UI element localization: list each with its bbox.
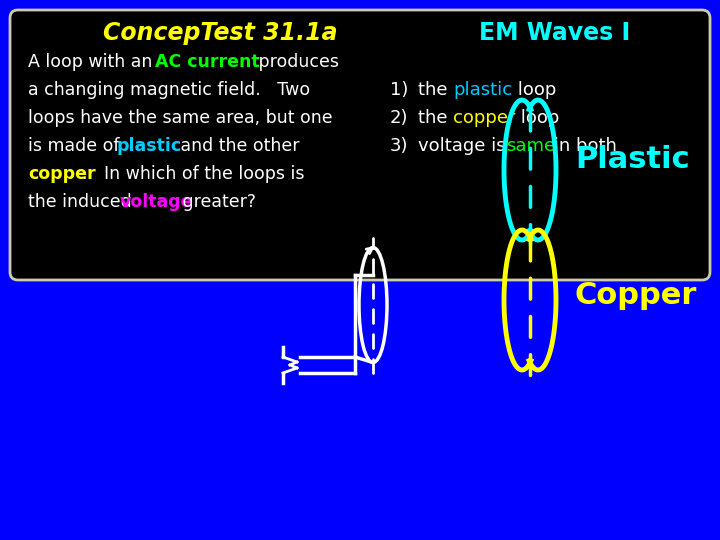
Text: Plastic: Plastic bbox=[575, 145, 690, 174]
Text: 2): 2) bbox=[390, 109, 408, 127]
Text: 1): 1) bbox=[390, 81, 408, 99]
Text: a changing magnetic field.   Two: a changing magnetic field. Two bbox=[28, 81, 310, 99]
Text: the: the bbox=[418, 81, 454, 99]
Text: copper: copper bbox=[453, 109, 516, 127]
Text: Copper: Copper bbox=[575, 280, 698, 309]
Text: .   In which of the loops is: . In which of the loops is bbox=[82, 165, 305, 183]
Text: AC current: AC current bbox=[155, 53, 260, 71]
Text: plastic: plastic bbox=[453, 81, 512, 99]
Text: produces: produces bbox=[253, 53, 339, 71]
Text: voltage: voltage bbox=[120, 193, 194, 211]
Text: greater?: greater? bbox=[177, 193, 256, 211]
Text: plastic: plastic bbox=[117, 137, 182, 155]
Text: the induced: the induced bbox=[28, 193, 138, 211]
Text: and the other: and the other bbox=[175, 137, 300, 155]
Text: voltage is: voltage is bbox=[418, 137, 511, 155]
Text: EM Waves I: EM Waves I bbox=[480, 21, 631, 45]
Text: loops have the same area, but one: loops have the same area, but one bbox=[28, 109, 333, 127]
Text: loop: loop bbox=[515, 109, 559, 127]
Text: same: same bbox=[506, 137, 555, 155]
Text: loop: loop bbox=[512, 81, 557, 99]
Text: copper: copper bbox=[28, 165, 96, 183]
FancyBboxPatch shape bbox=[10, 10, 710, 280]
Text: the: the bbox=[418, 109, 454, 127]
Text: ConcepTest 31.1a: ConcepTest 31.1a bbox=[103, 21, 337, 45]
Text: in both: in both bbox=[548, 137, 617, 155]
Text: A loop with an: A loop with an bbox=[28, 53, 158, 71]
Text: is made of: is made of bbox=[28, 137, 125, 155]
Text: 3): 3) bbox=[390, 137, 408, 155]
